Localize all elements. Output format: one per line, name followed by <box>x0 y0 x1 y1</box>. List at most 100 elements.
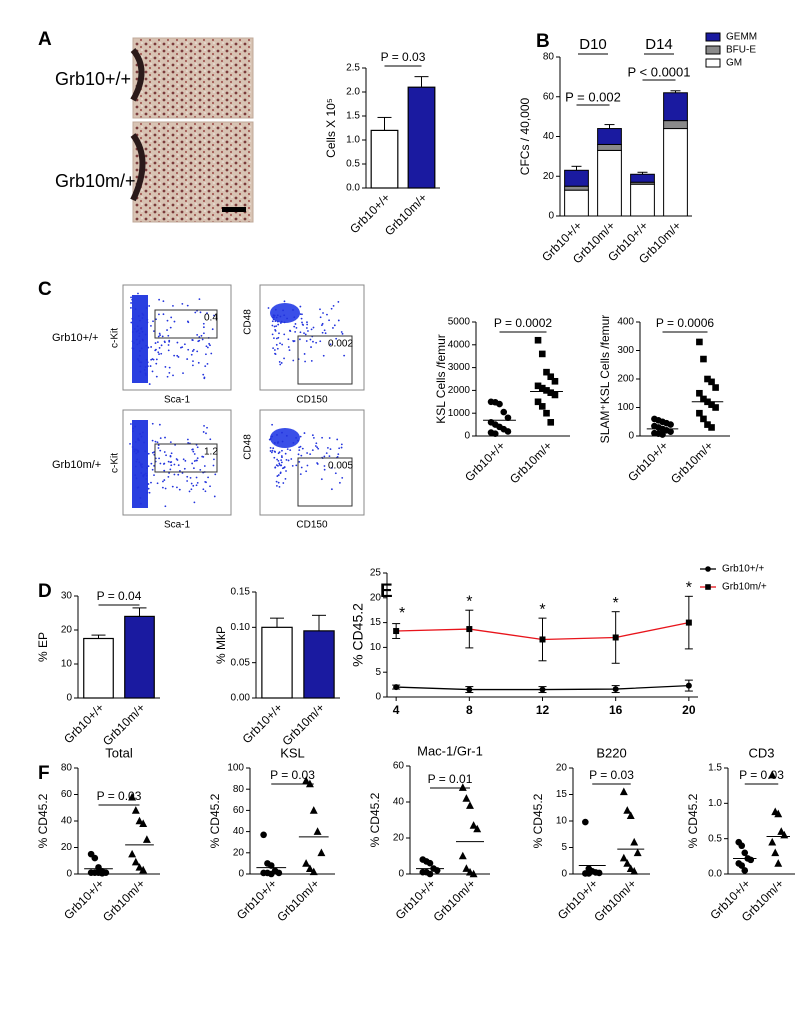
data-point <box>142 835 151 843</box>
flow-dot <box>166 375 169 378</box>
scale-bar <box>222 207 246 212</box>
flow-dot <box>294 323 297 325</box>
flow-dot <box>141 466 143 469</box>
flow-dot <box>138 461 141 464</box>
flow-dot <box>275 480 278 483</box>
flow-dot <box>164 436 166 439</box>
flow-dot <box>140 435 143 438</box>
flow-dot <box>202 456 205 458</box>
flow-dot <box>155 358 158 361</box>
flow-dot <box>131 347 134 350</box>
y-tick-label: 5 <box>375 667 381 678</box>
flow-dot <box>292 442 295 444</box>
flow-dot <box>172 374 174 377</box>
flow-dot <box>280 459 283 462</box>
y-tick-label: 100 <box>617 402 634 413</box>
data-point <box>685 619 692 626</box>
flow-dot <box>154 349 157 352</box>
flow-dot <box>155 375 158 378</box>
flow-dot <box>160 352 163 355</box>
flow-dot <box>286 317 288 320</box>
x-tick-label: 12 <box>536 703 550 717</box>
p-value: P = 0.03 <box>589 768 634 782</box>
data-point <box>466 801 474 809</box>
flow-dot <box>170 452 173 455</box>
x-tick-label: Grb10m/+ <box>507 438 555 486</box>
significance-star: * <box>466 593 472 610</box>
flow-dot <box>328 455 331 457</box>
data-point <box>128 792 137 801</box>
data-point <box>131 857 140 866</box>
flow-dot <box>199 468 202 471</box>
flow-dot <box>305 327 308 329</box>
y-tick-label: 60 <box>543 91 555 102</box>
flow-dot <box>321 331 324 334</box>
bar <box>303 630 335 699</box>
flow-dot <box>274 329 277 331</box>
flow-dot <box>202 332 205 335</box>
data-point <box>539 636 546 643</box>
flow-dot <box>205 353 207 356</box>
flow-dot <box>141 463 143 466</box>
flow-dot <box>203 465 206 467</box>
flow-dot <box>276 458 279 461</box>
y-axis-label: % MkP <box>214 626 228 664</box>
flow-dot <box>298 338 301 341</box>
flow-dot <box>166 319 169 322</box>
flow-dot <box>335 337 338 340</box>
y-axis-label: % CD45.2 <box>208 793 222 848</box>
y-tick-label: 20 <box>61 625 73 636</box>
flow-dot <box>323 468 326 471</box>
x-tick-label: Grb10+/+ <box>234 876 280 922</box>
flow-dot <box>278 361 281 363</box>
y-tick-label: 25 <box>370 568 382 579</box>
flow-dot <box>323 455 326 458</box>
flow-dot <box>153 330 155 333</box>
y-tick-label: 0 <box>464 431 470 442</box>
flow-dot <box>140 347 143 350</box>
data-point <box>393 628 400 635</box>
flow-dot <box>299 445 302 448</box>
flow-dot <box>150 346 153 348</box>
flow-dot <box>280 362 283 364</box>
flow-dot <box>275 484 278 487</box>
data-point <box>393 684 400 691</box>
flow-dot <box>196 446 199 449</box>
flow-dot <box>186 475 189 478</box>
flow-dot <box>196 333 199 336</box>
flow-dot <box>305 470 308 473</box>
flow-dot <box>211 328 214 331</box>
bar-segment <box>630 183 655 217</box>
y-tick-label: 0 <box>238 869 244 880</box>
x-tick-label: 8 <box>466 703 473 717</box>
data-point <box>469 821 478 829</box>
flow-dot <box>147 487 150 490</box>
data-point <box>667 421 674 428</box>
flow-dot <box>195 476 198 479</box>
data-point <box>539 686 546 693</box>
flow-dot <box>155 318 157 321</box>
flow-dot <box>138 335 141 338</box>
flow-dot <box>191 462 194 465</box>
data-point <box>700 395 707 403</box>
axis-label: Sca-1 <box>164 395 191 406</box>
flow-dot <box>279 315 282 318</box>
flow-dot <box>131 317 134 320</box>
y-axis-label: % CD45.2 <box>36 793 50 848</box>
flow-dot <box>137 486 140 489</box>
error-bar <box>132 607 147 617</box>
flow-dot <box>333 324 336 327</box>
flow-dot <box>276 314 279 317</box>
panel-letter: D <box>38 581 52 602</box>
p-value: P = 0.03 <box>97 789 142 803</box>
flow-dot <box>200 334 203 337</box>
data-point <box>708 424 715 431</box>
flow-dot <box>156 341 159 344</box>
flow-dot <box>306 321 308 324</box>
x-tick-label: 16 <box>609 703 623 717</box>
flow-dot <box>134 441 137 443</box>
bar-segment <box>663 120 688 130</box>
flow-dot <box>276 434 278 436</box>
data-point <box>98 870 106 877</box>
flow-dot <box>275 343 278 346</box>
